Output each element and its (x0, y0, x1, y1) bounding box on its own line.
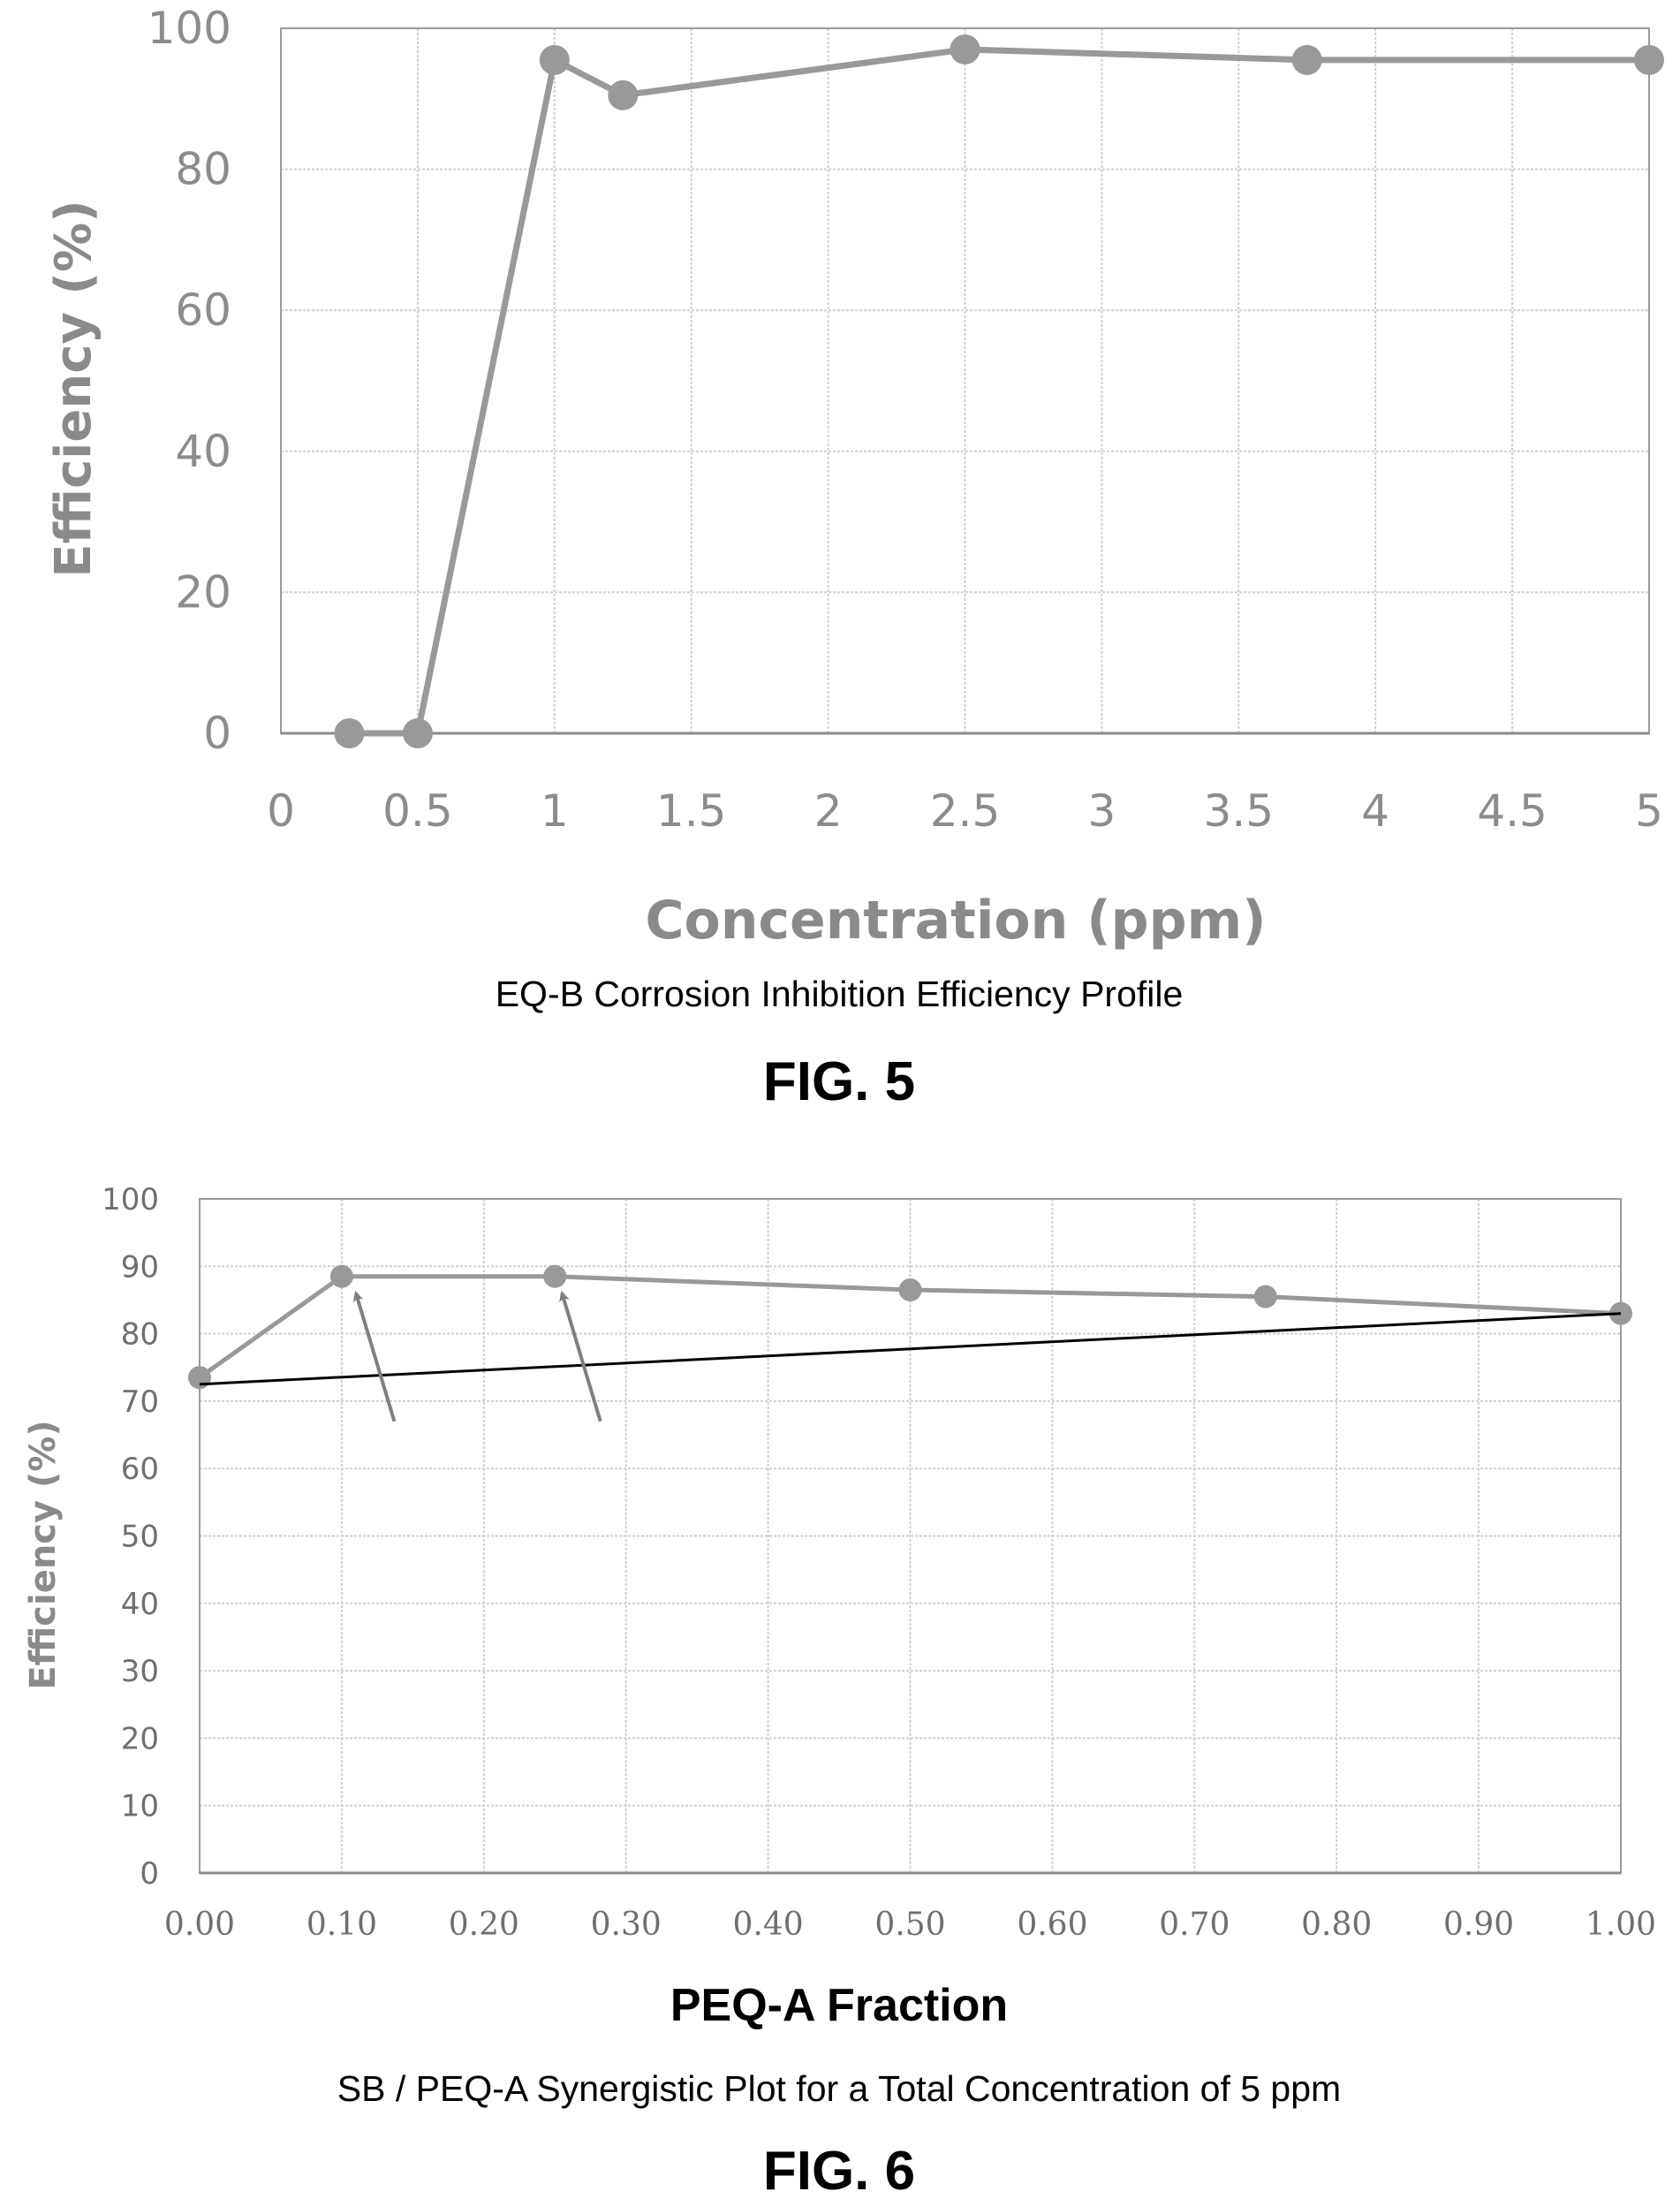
fig6-y-tick-label: 50 (121, 1520, 159, 1555)
fig5-y-axis-label: Efficiency (%) (45, 200, 102, 577)
fig6-data-point (543, 1264, 567, 1288)
fig6-x-tick-label: 0.50 (874, 1907, 945, 1943)
fig6-x-tick-label: 0.40 (733, 1907, 804, 1943)
fig6-x-tick-label: 0.30 (591, 1907, 662, 1943)
fig6-x-tick-label: 0.60 (1017, 1907, 1087, 1943)
fig6-x-tick-label: 0.10 (306, 1907, 377, 1943)
fig6-data-point (898, 1278, 922, 1302)
fig6-x-tick-label: 0.00 (164, 1907, 235, 1943)
chart-fig5: 0 20 40 60 80 100 0 0.5 1 1.5 2 2.5 3 3.5 4 4.5 5 Effic… (45, 3, 1664, 952)
fig5-series-0-line (349, 46, 1649, 737)
fig5-plot-frame (280, 27, 1650, 734)
fig5-x-tick-labels: 0 0.5 1 1.5 2 2.5 3 3.5 4 4.5 5 (267, 785, 1663, 837)
fig6-x-tick-label: 0.90 (1443, 1907, 1514, 1943)
fig6-y-tick-label: 100 (102, 1182, 159, 1217)
fig6-y-tick-labels: 0 10 20 30 40 50 60 70 80 90 100 (102, 1182, 159, 1892)
fig5-x-tick-label: 5 (1635, 785, 1663, 837)
fig5-data-point (1291, 44, 1322, 75)
fig5-data-point (539, 44, 570, 75)
fig5-data-point (334, 718, 365, 748)
fig6-label: FIG. 6 (763, 2141, 915, 2199)
fig5-data-point (402, 718, 433, 748)
fig5-x-tick-label: 3 (1087, 785, 1116, 837)
fig5-axes (280, 27, 1650, 735)
fig5-y-tick-label: 60 (175, 284, 231, 336)
fig5-x-tick-label: 0 (267, 785, 295, 837)
fig6-x-axis-label: PEQ-A Fraction (670, 1980, 1008, 2031)
fig6-y-tick-label: 90 (121, 1249, 159, 1285)
fig6-data-point (1253, 1285, 1277, 1308)
fig6-y-tick-label: 70 (121, 1384, 159, 1420)
fig5-x-tick-label: 3.5 (1204, 785, 1275, 837)
fig5-data-point (950, 34, 980, 64)
fig6-x-tick-label: 0.70 (1159, 1907, 1230, 1943)
fig6-annotation-arrow (559, 1290, 602, 1422)
fig6-y-tick-label: 40 (121, 1587, 159, 1622)
fig5-x-tick-label: 2 (814, 785, 843, 837)
fig5-y-tick-label: 40 (175, 426, 231, 477)
fig5-y-tick-label: 0 (203, 708, 231, 759)
fig5-x-tick-label: 2.5 (930, 785, 1001, 837)
fig5-x-tick-label: 4.5 (1477, 785, 1548, 837)
fig6-axes (199, 1198, 1622, 1875)
fig6-x-tick-label: 0.20 (449, 1907, 519, 1943)
fig6-series-0-line (198, 1274, 1622, 1380)
fig5-x-tick-label: 1 (541, 785, 569, 837)
fig5-y-tick-label: 80 (175, 144, 231, 195)
fig6-y-tick-label: 80 (121, 1317, 159, 1353)
fig5-x-tick-label: 4 (1361, 785, 1389, 837)
fig5-x-tick-label: 1.5 (656, 785, 727, 837)
fig6-y-axis-label: Efficiency (%) (23, 1420, 64, 1689)
fig6-series-1-line (199, 1312, 1622, 1386)
fig6-y-tick-label: 10 (121, 1789, 159, 1824)
fig5-x-axis-label: Concentration (ppm) (645, 890, 1266, 952)
fig6-x-tick-labels: 0.00 0.10 0.20 0.30 0.40 0.50 0.60 0.70 0.80 0.90… (164, 1907, 1656, 1943)
fig6-y-tick-label: 60 (121, 1452, 159, 1487)
fig6-data-point (188, 1366, 211, 1390)
fig5-y-tick-label: 20 (175, 566, 231, 618)
fig5-x-tick-label: 0.5 (382, 785, 453, 837)
fig5-series (334, 34, 1664, 748)
fig6-x-tick-label: 1.00 (1585, 1907, 1656, 1943)
fig6-y-tick-label: 0 (140, 1856, 159, 1892)
fig5-data-point (1634, 44, 1664, 75)
fig6-y-tick-label: 20 (121, 1721, 159, 1756)
fig5-label: FIG. 5 (763, 1051, 915, 1112)
fig6-annotations (352, 1290, 602, 1422)
fig6-data-point (329, 1264, 353, 1288)
fig5-data-point (608, 80, 639, 110)
fig6-annotation-arrow (352, 1290, 397, 1422)
fig5-gridlines (280, 27, 1650, 734)
fig6-x-tick-label: 0.80 (1301, 1907, 1372, 1943)
fig5-y-tick-label: 100 (148, 3, 231, 54)
fig6-caption: SB / PEQ-A Synergistic Plot for a Total … (337, 2068, 1341, 2109)
fig5-y-tick-labels: 0 20 40 60 80 100 (148, 3, 231, 759)
fig6-y-tick-label: 30 (121, 1654, 159, 1689)
fig5-caption: EQ-B Corrosion Inhibition Efficiency Pro… (496, 974, 1184, 1014)
fig6-series (188, 1264, 1632, 1390)
